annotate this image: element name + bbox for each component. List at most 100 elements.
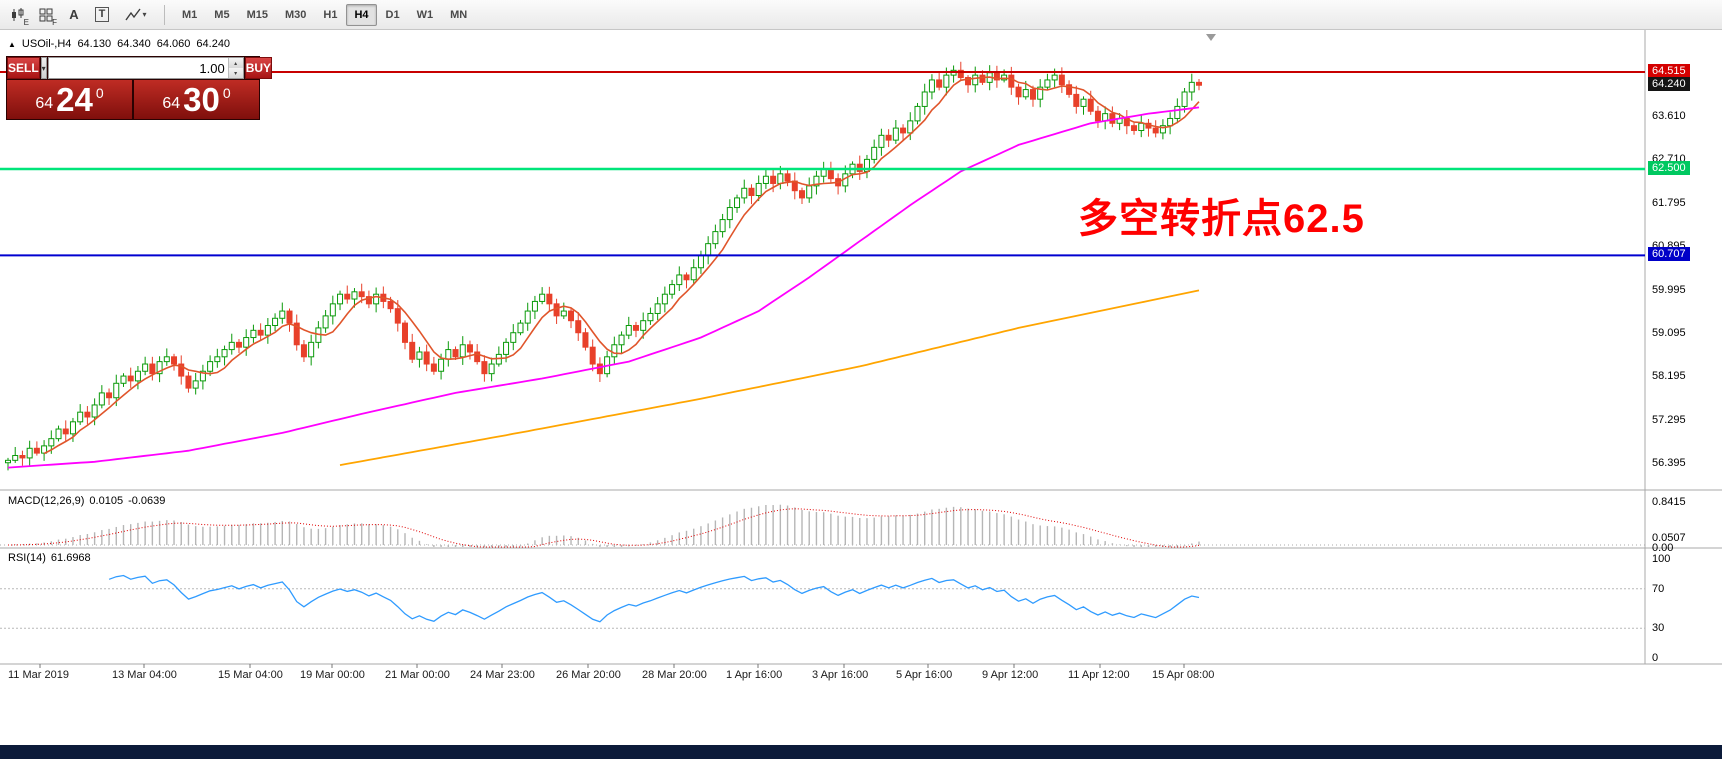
time-axis-label: 19 Mar 00:00 bbox=[300, 669, 365, 681]
letter-a-icon: A bbox=[69, 7, 79, 22]
macd-main-value: 0.0105 bbox=[89, 495, 124, 507]
indicators-grid-button[interactable]: F bbox=[33, 3, 59, 27]
price-axis-label: 56.395 bbox=[1652, 456, 1686, 469]
ohlc-close: 64.240 bbox=[196, 38, 231, 50]
candlestick-icon bbox=[12, 7, 24, 21]
price-axis-label: 59.995 bbox=[1652, 283, 1686, 296]
time-axis-label: 15 Mar 04:00 bbox=[218, 669, 283, 681]
ma-fast-line bbox=[43, 76, 1200, 455]
price-axis-label: 63.610 bbox=[1652, 109, 1686, 122]
chart-shift-marker-icon[interactable] bbox=[1206, 34, 1216, 41]
rsi-line bbox=[108, 574, 1200, 623]
volume-dropdown-button[interactable]: ▾ bbox=[40, 57, 47, 79]
macd-axis-label: 0.8415 bbox=[1652, 496, 1686, 508]
price-axis-badge: 60.707 bbox=[1648, 247, 1690, 262]
sell-button[interactable]: SELL bbox=[7, 57, 40, 79]
time-axis-label: 1 Apr 16:00 bbox=[726, 669, 783, 681]
chart-ohlc-header: ▲ USOil-,H4 64.130 64.340 64.060 64.240 bbox=[8, 38, 230, 50]
time-axis-label: 21 Mar 00:00 bbox=[385, 669, 450, 681]
text-box-tool-button[interactable]: T bbox=[89, 3, 115, 27]
symbol-marker-icon: ▲ bbox=[8, 39, 16, 49]
time-axis-label: 9 Apr 12:00 bbox=[982, 669, 1039, 681]
symbol-label: USOil-,H4 bbox=[21, 38, 72, 50]
price-axis-label: 59.095 bbox=[1652, 326, 1686, 339]
chart-text-annotation[interactable]: 多空转折点62.5 bbox=[1078, 197, 1365, 241]
grid-icon bbox=[39, 8, 53, 21]
time-axis-label: 11 Apr 12:00 bbox=[1068, 669, 1130, 681]
text-label-tool-button[interactable]: A bbox=[61, 3, 87, 27]
timeframe-button-m15[interactable]: M15 bbox=[246, 8, 268, 21]
chart-template-button[interactable]: E bbox=[5, 3, 31, 27]
time-axis-label: 26 Mar 20:00 bbox=[556, 669, 621, 681]
timeframe-button-m1[interactable]: M1 bbox=[182, 8, 198, 21]
price-axis-label: 57.295 bbox=[1652, 413, 1686, 426]
macd-signal-line bbox=[7, 508, 1200, 548]
timeframe-button-h4[interactable]: H4 bbox=[346, 3, 377, 26]
timeframe-button-m5[interactable]: M5 bbox=[214, 8, 230, 21]
rsi-axis-label: 100 bbox=[1652, 553, 1671, 565]
macd-label: MACD(12,26,9) bbox=[8, 495, 85, 507]
one-click-trading-panel: SELL ▾ ▴ ▾ BUY 64 24 0 64 30 0 bbox=[6, 56, 273, 120]
ohlc-low: 64.060 bbox=[156, 38, 191, 50]
toolbar-separator bbox=[164, 4, 165, 25]
time-axis[interactable]: 11 Mar 2019 13 Mar 04:00 15 Mar 04:00 19 Ma… bbox=[0, 664, 1645, 690]
timeframe-button-d1[interactable]: D1 bbox=[385, 8, 400, 21]
spinner-down-button[interactable]: ▾ bbox=[228, 68, 243, 78]
icon-sub-label: F bbox=[52, 17, 57, 27]
time-axis-label: 13 Mar 04:00 bbox=[112, 669, 177, 681]
price-axis-badge: 62.500 bbox=[1648, 161, 1690, 176]
macd-signal-value: -0.0639 bbox=[128, 495, 166, 507]
sell-price-pips: 24 bbox=[56, 81, 93, 118]
icon-sub-label: E bbox=[23, 17, 29, 27]
taskbar-strip bbox=[0, 745, 1722, 759]
buy-price-point: 0 bbox=[222, 85, 231, 101]
price-axis-badge: 64.240 bbox=[1648, 77, 1690, 92]
macd-panel-header: MACD(12,26,9) 0.0105 -0.0639 bbox=[8, 495, 165, 507]
rsi-label: RSI(14) bbox=[8, 552, 46, 564]
ohlc-high: 64.340 bbox=[117, 38, 151, 50]
timeframe-button-h1[interactable]: H1 bbox=[323, 8, 338, 21]
rsi-axis-label: 30 bbox=[1652, 622, 1665, 635]
time-axis-label: 3 Apr 16:00 bbox=[812, 669, 869, 681]
toolbar: E F A T ▾ M1 M5 M15 M30 H1 H4 D1 W1 MN bbox=[0, 0, 1722, 30]
macd-histogram bbox=[14, 504, 1200, 547]
macd-axis-label: 0.00 bbox=[1652, 542, 1674, 554]
buy-price-display: 64 30 0 bbox=[134, 80, 259, 119]
scale-tool-button[interactable]: ▾ bbox=[117, 3, 155, 27]
macd-axis-label: 0.0507 bbox=[1652, 532, 1686, 544]
ma-slow-line bbox=[339, 289, 1200, 466]
chevron-down-icon: ▾ bbox=[41, 63, 46, 73]
time-axis-label: 24 Mar 23:00 bbox=[470, 669, 535, 681]
price-axis-badge: 64.515 bbox=[1648, 64, 1690, 78]
zigzag-icon bbox=[125, 8, 142, 20]
ohlc-open: 64.130 bbox=[77, 38, 112, 50]
rsi-axis-label: 70 bbox=[1652, 582, 1665, 595]
timeframe-button-m30[interactable]: M30 bbox=[284, 8, 307, 21]
rsi-value: 61.6968 bbox=[50, 552, 91, 564]
sell-price-point: 0 bbox=[95, 85, 104, 101]
time-axis-label: 5 Apr 16:00 bbox=[896, 669, 953, 681]
chevron-down-icon: ▾ bbox=[142, 10, 147, 19]
price-axis[interactable]: 63.610 62.710 61.795 60.895 59.995 59.095 58.1… bbox=[1646, 30, 1722, 664]
buy-price-pips: 30 bbox=[183, 81, 220, 118]
price-axis-label: 61.795 bbox=[1652, 196, 1686, 209]
rsi-panel-header: RSI(14) 61.6968 bbox=[8, 552, 91, 564]
volume-input[interactable] bbox=[48, 58, 228, 78]
timeframe-button-mn[interactable]: MN bbox=[450, 8, 468, 21]
time-axis-label: 15 Apr 08:00 bbox=[1152, 669, 1215, 681]
spinner-up-button[interactable]: ▴ bbox=[228, 58, 243, 68]
boxed-t-icon: T bbox=[94, 7, 110, 22]
timeframe-button-w1[interactable]: W1 bbox=[416, 8, 434, 21]
ma-medium-line bbox=[7, 106, 1200, 469]
sell-price-display: 64 24 0 bbox=[7, 80, 132, 119]
buy-button[interactable]: BUY bbox=[244, 57, 273, 79]
buy-price-base: 64 bbox=[162, 95, 181, 112]
time-axis-label: 11 Mar 2019 bbox=[8, 669, 69, 681]
timeframe-group: M1 M5 M15 M30 H1 H4 D1 W1 MN bbox=[174, 3, 475, 26]
candles-layer bbox=[5, 61, 1202, 471]
time-axis-label: 28 Mar 20:00 bbox=[642, 669, 707, 681]
sell-price-base: 64 bbox=[35, 95, 54, 112]
volume-spinner: ▴ ▾ bbox=[227, 58, 243, 78]
